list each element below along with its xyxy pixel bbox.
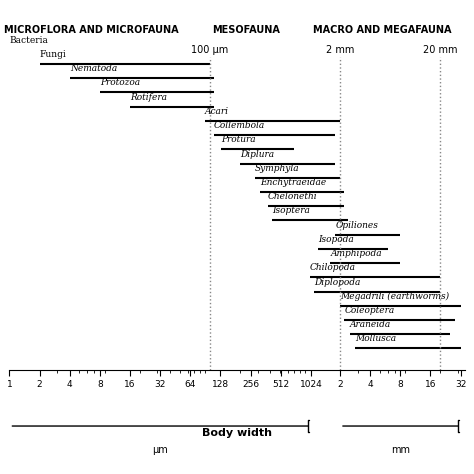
Text: Bacteria: Bacteria [9, 36, 48, 45]
Text: Coleoptera: Coleoptera [344, 306, 394, 315]
Text: Protura: Protura [221, 136, 256, 144]
Text: Araneida: Araneida [350, 320, 391, 329]
Text: Protozoa: Protozoa [100, 79, 140, 87]
Text: Chelonethi: Chelonethi [268, 192, 318, 201]
Text: Isopoda: Isopoda [318, 235, 354, 244]
Text: Nematoda: Nematoda [70, 64, 117, 73]
Text: mm: mm [391, 445, 410, 455]
Text: Mollusca: Mollusca [355, 335, 396, 343]
Text: 100 μm: 100 μm [191, 46, 228, 55]
Text: Symphyla: Symphyla [255, 164, 299, 173]
Text: 20 mm: 20 mm [423, 46, 457, 55]
Text: Fungi: Fungi [40, 50, 66, 59]
Text: Diplura: Diplura [240, 150, 274, 158]
Text: Chilopoda: Chilopoda [310, 264, 356, 272]
Text: Acari: Acari [205, 107, 229, 116]
X-axis label: Body width: Body width [202, 428, 272, 438]
Text: Amphipoda: Amphipoda [330, 249, 382, 258]
Text: Isoptera: Isoptera [272, 207, 310, 215]
Text: MESOFAUNA: MESOFAUNA [212, 25, 280, 35]
Text: Rotifera: Rotifera [130, 93, 167, 101]
Text: Enchytraeidae: Enchytraeidae [260, 178, 327, 187]
Text: 2 mm: 2 mm [326, 46, 354, 55]
Text: MACRO AND MEGAFAUNA: MACRO AND MEGAFAUNA [313, 25, 452, 35]
Text: Megadrili (earthworms): Megadrili (earthworms) [340, 292, 449, 301]
Text: Opiliones: Opiliones [336, 221, 378, 230]
Text: Diplopoda: Diplopoda [314, 278, 360, 286]
Text: MICROFLORA AND MICROFAUNA: MICROFLORA AND MICROFAUNA [4, 25, 179, 35]
Text: μm: μm [152, 445, 168, 455]
Text: Collembola: Collembola [214, 121, 265, 130]
